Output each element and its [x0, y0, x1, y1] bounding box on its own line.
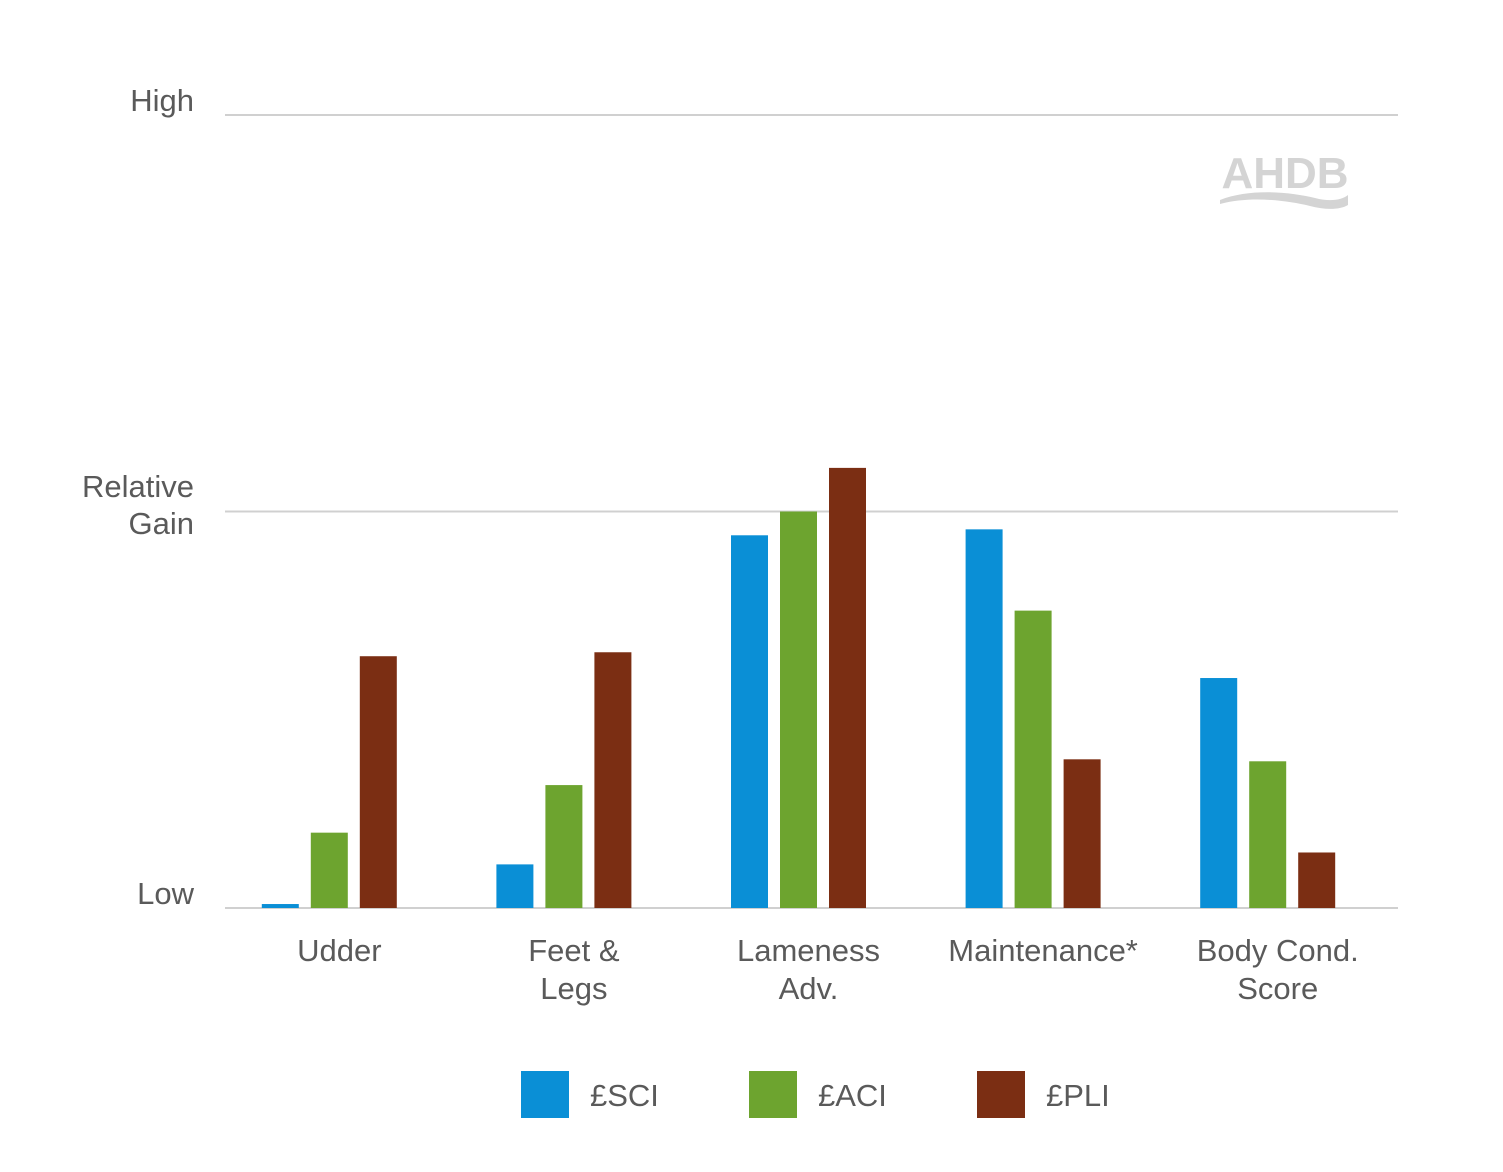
- bar: [594, 652, 632, 908]
- bar: [496, 864, 534, 908]
- x-tick-label: Adv.: [779, 971, 839, 1006]
- legend-label: £PLI: [1046, 1078, 1110, 1113]
- bar: [780, 511, 817, 908]
- bar: [1249, 761, 1287, 908]
- x-tick-label: Udder: [297, 933, 381, 968]
- x-tick-label: Body Cond.: [1197, 933, 1359, 968]
- bar: [1014, 610, 1052, 908]
- bar: [359, 656, 397, 908]
- logo-wave-icon: [1220, 192, 1348, 209]
- x-tick-label: Score: [1237, 971, 1318, 1006]
- legend-label: £ACI: [818, 1078, 887, 1113]
- logo-text: AHDB: [1221, 149, 1348, 198]
- bar: [1200, 678, 1238, 908]
- bar: [829, 467, 866, 908]
- legend: £SCI £ACI £PLI: [521, 1071, 1110, 1118]
- ahdb-logo: AHDB: [1220, 149, 1349, 209]
- bar: [731, 535, 768, 908]
- bar: [310, 832, 348, 908]
- bar: [261, 904, 299, 908]
- legend-label: £SCI: [590, 1078, 659, 1113]
- legend-swatch: [521, 1071, 569, 1118]
- bar: [1063, 759, 1101, 908]
- x-tick-label: Lameness: [737, 933, 880, 968]
- y-tick-label: Low: [137, 876, 194, 911]
- bar: [1298, 852, 1336, 908]
- legend-swatch: [977, 1071, 1025, 1118]
- y-tick-label: Relative: [82, 469, 194, 504]
- legend-swatch: [749, 1071, 797, 1118]
- y-tick-label: High: [130, 83, 194, 118]
- bar: [545, 785, 583, 908]
- bar: [965, 529, 1003, 908]
- x-tick-label: Maintenance*: [948, 933, 1138, 968]
- x-tick-label: Legs: [540, 971, 607, 1006]
- bars: [261, 467, 1336, 908]
- y-tick-label: Gain: [129, 506, 194, 541]
- x-tick-label: Feet &: [528, 933, 620, 968]
